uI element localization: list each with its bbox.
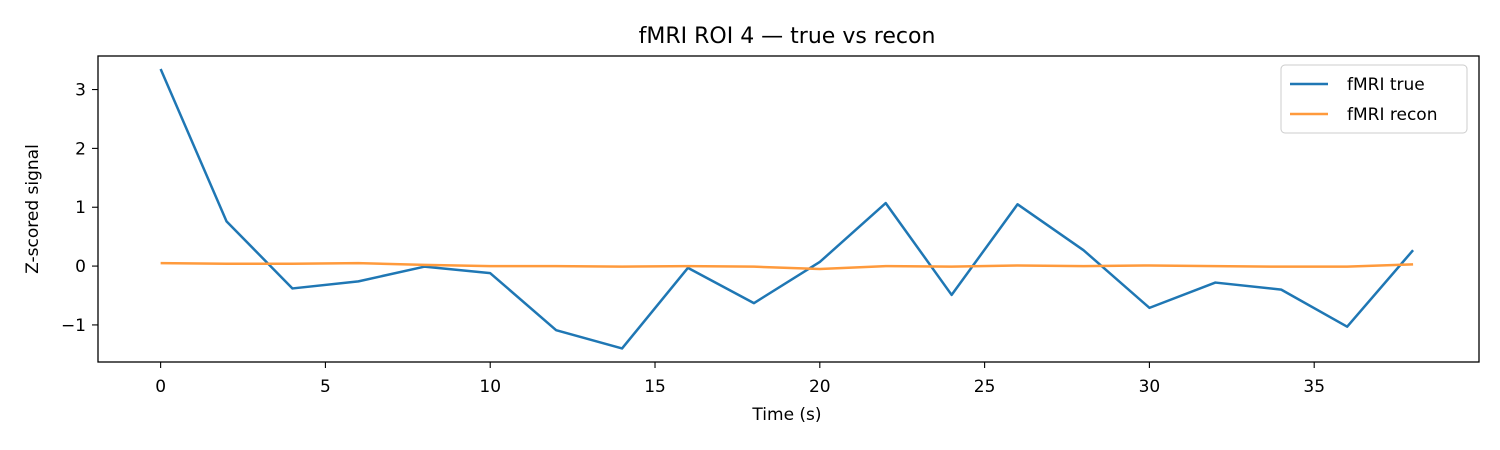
- series-line-recon: [160, 261, 1414, 271]
- y-axis: −1 0 1 2 3: [61, 81, 98, 336]
- x-tick-label: 5: [320, 377, 331, 397]
- x-axis-title: Time (s): [751, 405, 821, 425]
- y-tick-label: 3: [75, 81, 86, 101]
- x-tick-label: 15: [644, 377, 666, 397]
- series-layer: [159, 68, 1415, 350]
- legend: fMRI true fMRI recon: [1280, 64, 1468, 134]
- legend-box: [1280, 64, 1468, 134]
- x-tick-label: 20: [809, 377, 831, 397]
- legend-label-recon: fMRI recon: [1347, 105, 1437, 125]
- plot-area: [97, 55, 1480, 363]
- y-tick-label: 1: [75, 198, 86, 218]
- y-tick-label: 2: [75, 139, 86, 159]
- x-tick-label: 0: [155, 377, 166, 397]
- series-line-true: [159, 68, 1415, 350]
- x-axis: 0 5 10 15 20 25 30 35: [155, 362, 1325, 397]
- y-axis-title: Z-scored signal: [23, 144, 43, 274]
- y-tick-label: −1: [61, 316, 86, 336]
- x-tick-label: 25: [974, 377, 996, 397]
- x-tick-label: 35: [1303, 377, 1325, 397]
- x-tick-label: 30: [1139, 377, 1161, 397]
- axes-frame: [97, 55, 1480, 363]
- y-tick-label: 0: [75, 257, 86, 277]
- x-tick-label: 10: [479, 377, 501, 397]
- chart-title: fMRI ROI 4 — true vs recon: [639, 24, 936, 49]
- legend-label-true: fMRI true: [1347, 75, 1425, 95]
